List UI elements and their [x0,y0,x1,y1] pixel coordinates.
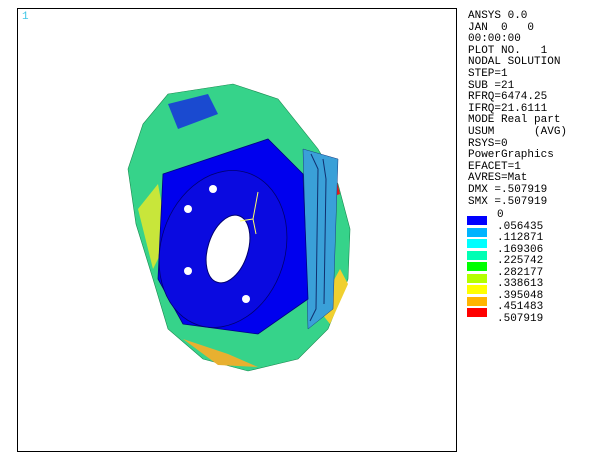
legend-swatch [467,216,487,225]
legend-swatch [467,308,487,317]
info-line: AVRES=Mat [468,172,528,185]
graphics-viewport: 1 [17,8,457,452]
legend-label: .395048 [497,289,544,302]
info-line: DMX =.507919 [468,183,548,196]
info-line: ANSYS 0.0 [468,10,528,22]
model-view [127,83,351,372]
legend-swatch [467,227,487,237]
legend: 0.056435.112871.169306.225742.282177.338… [467,210,587,340]
window-number: 1 [22,11,29,23]
info-line: JAN 0 0 [468,21,535,34]
rim [302,148,339,330]
info-line: 00:00:00 [468,33,521,46]
legend-label: .507919 [497,312,544,325]
info-line: PowerGraphics [468,149,554,162]
bore [205,214,251,284]
bolt-hole [184,267,192,275]
legend-label: .338613 [497,278,544,290]
info-line: SUB =21 [468,79,515,92]
legend-label: .451483 [497,301,544,313]
info-line: EFACET=1 [468,160,521,173]
legend-swatch [467,262,487,271]
legend-swatch [467,285,487,294]
patch [183,339,258,367]
info-line: RFRQ=6474.25 [468,91,548,104]
info-line: USUM (AVG) [468,125,568,138]
legend-swatch [467,250,487,260]
bolt-hole [242,295,250,303]
info-line: PLOT NO. 1 [468,44,548,57]
bolt-hole [184,205,192,213]
info-line: SMX =.507919 [468,195,548,208]
legend-swatch [467,239,487,248]
legend-label: .056435 [497,220,544,233]
legend-swatch [467,296,487,306]
bolt-hole [209,185,217,193]
info-line: STEP=1 [468,67,508,80]
legend-swatch [467,273,487,283]
info-line: MODE Real part [468,114,561,127]
legend-label: .112871 [497,232,544,244]
triad [239,191,259,235]
info-line: IFRQ=21.6111 [468,102,548,115]
rim-edges [309,153,327,322]
legend-label: 0 [497,209,504,221]
legend-label: .282177 [497,266,544,279]
info-panel: ANSYS 0.0 JAN 0 0 00:00:00 PLOT NO. 1 NODAL … [468,10,568,208]
info-line: NODAL SOLUTION [468,56,561,69]
legend-label: .225742 [497,255,544,267]
patch [168,94,218,129]
legend-label: .169306 [497,243,544,256]
info-line: RSYS=0 [468,137,508,150]
